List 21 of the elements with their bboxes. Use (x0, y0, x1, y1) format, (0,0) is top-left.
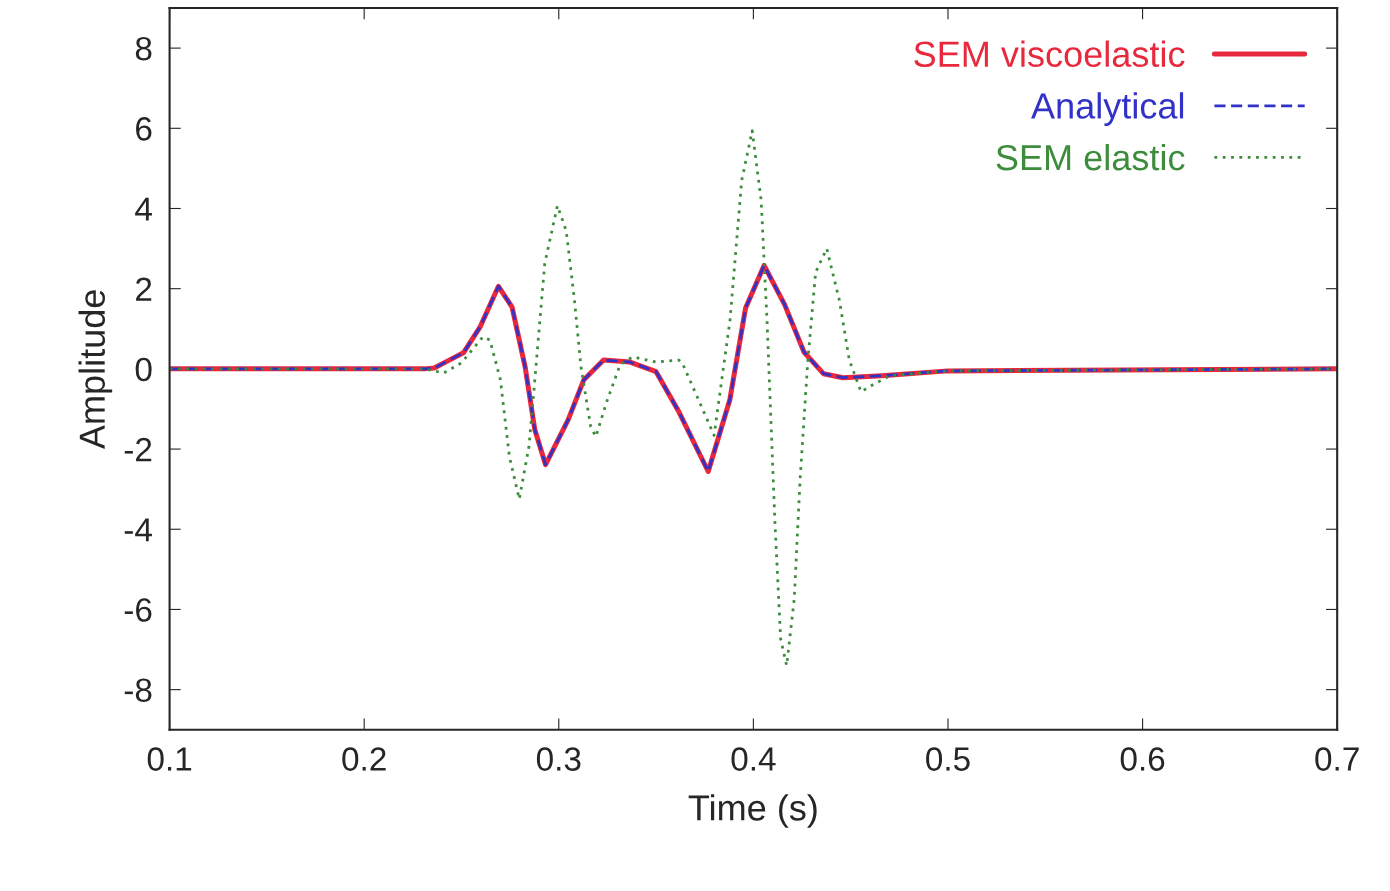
y-tick-label: 4 (135, 197, 152, 221)
y-tick-label: -6 (124, 598, 152, 622)
y-tick-label: 2 (136, 277, 152, 301)
y-tick-label: -4 (124, 518, 152, 542)
x-axis-title: Time (s) (688, 794, 817, 828)
x-tick-label: 0.3 (536, 747, 581, 771)
legend-label: Analytical (1031, 92, 1184, 126)
y-tick-label: 0 (135, 357, 152, 382)
legend-label: SEM viscoelastic (914, 40, 1185, 68)
legend-label: SEM elastic (996, 143, 1185, 171)
y-tick-label: 8 (135, 36, 152, 61)
x-tick-label: 0.5 (926, 747, 970, 771)
y-tick-label: -8 (124, 678, 152, 703)
y-tick-label: 6 (136, 117, 152, 141)
x-tick-label: 0.2 (342, 747, 386, 771)
x-tick-label: 0.6 (1120, 747, 1165, 771)
x-tick-label: 0.1 (147, 747, 192, 771)
x-tick-label: 0.4 (731, 747, 776, 771)
y-tick-label: -2 (124, 437, 152, 462)
y-axis-title: Amplitude (78, 290, 113, 450)
x-tick-label: 0.7 (1315, 747, 1359, 771)
